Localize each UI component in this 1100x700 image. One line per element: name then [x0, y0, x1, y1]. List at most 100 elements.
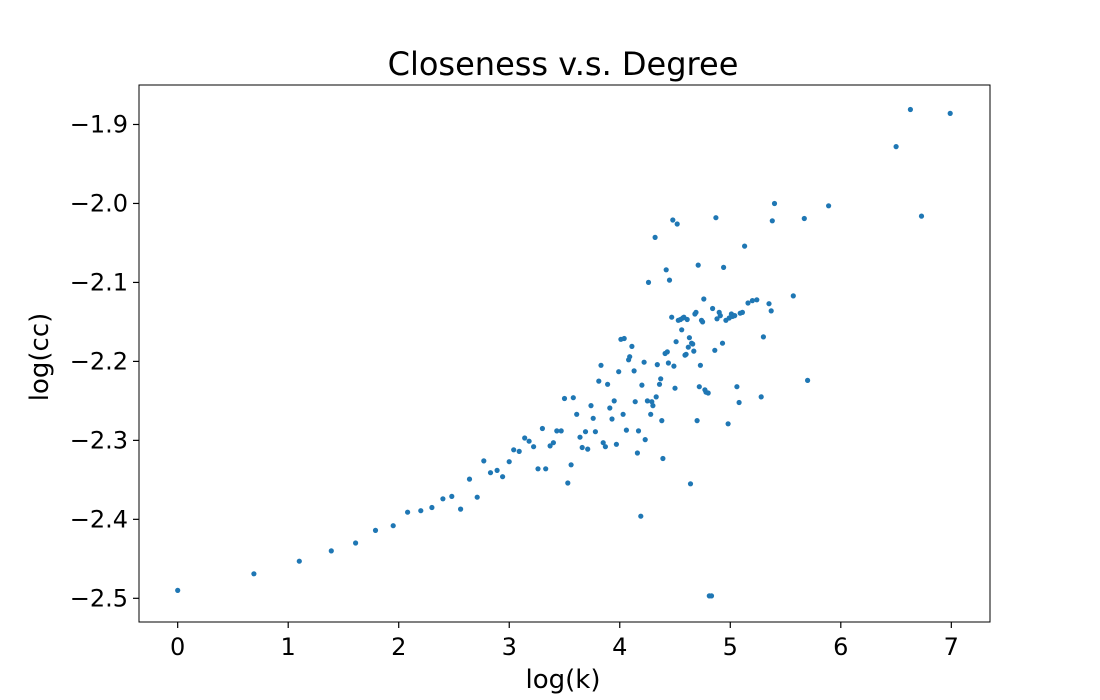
data-point [511, 447, 517, 453]
data-point [659, 418, 665, 424]
data-point [611, 398, 617, 404]
data-point [687, 481, 694, 487]
data-point [543, 466, 549, 472]
data-point [405, 509, 411, 515]
y-tick-label: −2.4 [70, 505, 128, 533]
data-point [893, 144, 899, 150]
data-point [516, 448, 522, 454]
x-tick-label: 5 [723, 633, 738, 661]
y-tick-label: −1.9 [70, 110, 128, 138]
data-point [652, 234, 658, 240]
data-point [686, 335, 693, 341]
data-point [695, 262, 701, 268]
data-point [500, 474, 506, 480]
data-point [739, 309, 746, 315]
data-point [561, 395, 568, 402]
x-tick-label: 4 [612, 633, 627, 661]
data-point [683, 351, 689, 357]
data-point [596, 378, 602, 384]
data-point [390, 523, 396, 529]
data-point [629, 343, 635, 349]
y-axis-ticks: −2.5 −2.4 −2.3 −2.2 −2.1 −2.0 −1.9 [70, 110, 139, 612]
data-point [690, 341, 696, 347]
data-point [605, 381, 611, 387]
data-point [826, 203, 832, 209]
data-point [670, 217, 676, 223]
data-point [418, 508, 424, 514]
data-point [634, 450, 641, 456]
data-point [790, 293, 796, 299]
data-point [641, 359, 647, 365]
data-point [616, 369, 622, 375]
data-point [429, 504, 435, 511]
data-point [592, 429, 599, 435]
data-point [664, 349, 670, 355]
data-point [558, 428, 564, 434]
data-point [328, 548, 334, 554]
data-point [648, 411, 654, 417]
data-point [760, 334, 767, 340]
data-point [907, 106, 914, 113]
data-point [554, 428, 560, 434]
data-point [627, 354, 633, 360]
data-point [623, 427, 630, 433]
data-point [642, 437, 648, 443]
data-point [656, 381, 663, 387]
data-point [635, 428, 642, 434]
data-point [474, 494, 480, 500]
data-point [607, 405, 613, 411]
data-point [620, 411, 626, 417]
data-point [947, 110, 953, 116]
data-point [742, 243, 748, 249]
data-point [749, 298, 756, 304]
data-point [449, 493, 455, 499]
data-point [663, 267, 669, 273]
data-point [713, 215, 719, 221]
data-point [758, 394, 764, 400]
data-point [710, 305, 716, 312]
data-point [487, 470, 494, 476]
data-point [585, 446, 591, 452]
data-point [769, 218, 775, 224]
data-point [696, 384, 702, 390]
data-point [771, 200, 778, 207]
data-point [701, 296, 707, 302]
data-point [590, 415, 596, 421]
data-point [353, 540, 359, 546]
data-point [768, 308, 774, 314]
x-tick-label: 7 [944, 633, 959, 661]
x-tick-label: 3 [502, 633, 517, 661]
data-point [522, 435, 528, 441]
data-points [175, 106, 953, 599]
data-point [175, 587, 181, 594]
data-point [671, 363, 677, 369]
x-tick-label: 2 [391, 633, 406, 661]
x-axis-ticks: 0 1 2 3 4 5 6 7 [170, 622, 959, 661]
data-point [700, 319, 706, 325]
data-point [736, 399, 742, 406]
data-point [801, 215, 807, 222]
data-point [296, 558, 302, 564]
data-point [918, 213, 925, 219]
data-point [669, 314, 675, 320]
data-point [672, 385, 678, 391]
data-point [805, 377, 811, 383]
x-axis-label: log(k) [526, 665, 601, 695]
data-point [506, 459, 512, 465]
data-point [697, 362, 704, 368]
data-point [550, 440, 557, 446]
data-point [632, 399, 638, 405]
data-point [579, 444, 585, 451]
data-point [684, 316, 690, 323]
data-point [568, 462, 574, 468]
data-point [565, 480, 571, 486]
data-point [621, 335, 627, 342]
data-point [732, 313, 738, 319]
data-point [577, 434, 583, 440]
data-point [673, 339, 679, 345]
data-point [600, 440, 606, 446]
y-axis-label: log(cc) [25, 313, 55, 402]
data-point [598, 362, 604, 368]
data-point [745, 300, 751, 306]
